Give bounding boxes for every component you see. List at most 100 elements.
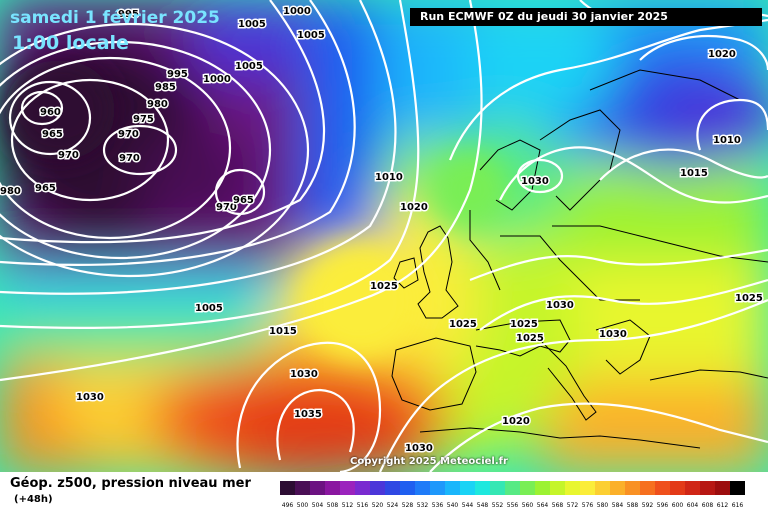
- scale-swatch: [580, 481, 595, 495]
- scale-label: 556: [507, 502, 519, 509]
- scale-label: 600: [672, 502, 684, 509]
- scale-swatch: [610, 481, 625, 495]
- pressure-label: 1020: [502, 416, 530, 427]
- scale-swatch: [595, 481, 610, 495]
- scale-label: 548: [477, 502, 489, 509]
- scale-label: 496: [282, 502, 294, 509]
- pressure-label: 1020: [708, 49, 736, 60]
- geopotential-field: [0, 0, 768, 472]
- lead-time: (+48h): [14, 494, 53, 505]
- pressure-label: 1030: [546, 300, 574, 311]
- pressure-label: 1030: [599, 329, 627, 340]
- copyright-notice: Copyright 2025 Meteociel.fr: [350, 456, 508, 467]
- scale-swatch: [355, 481, 370, 495]
- scale-label: 512: [342, 502, 354, 509]
- scale-swatch: [370, 481, 385, 495]
- scale-swatch: [520, 481, 535, 495]
- chart-title: Géop. z500, pression niveau mer: [10, 476, 251, 491]
- scale-swatch: [340, 481, 355, 495]
- scale-swatch: [490, 481, 505, 495]
- scale-swatch: [625, 481, 640, 495]
- scale-label: 524: [387, 502, 399, 509]
- pressure-label: 1010: [375, 172, 403, 183]
- scale-label: 500: [297, 502, 309, 509]
- pressure-label: 960: [40, 107, 61, 118]
- pressure-label: 965: [233, 195, 254, 206]
- scale-swatch: [475, 481, 490, 495]
- isobars: [0, 0, 768, 472]
- pressure-label: 995: [167, 69, 188, 80]
- pressure-label: 1025: [370, 281, 398, 292]
- scale-label: 552: [492, 502, 504, 509]
- scale-label: 596: [657, 502, 669, 509]
- scale-label: 608: [702, 502, 714, 509]
- scale-swatch: [445, 481, 460, 495]
- scale-swatch: [730, 481, 745, 495]
- scale-swatch: [670, 481, 685, 495]
- pressure-label: 995: [118, 9, 139, 20]
- scale-label: 540: [447, 502, 459, 509]
- pressure-label: 1030: [76, 392, 104, 403]
- scale-swatch: [400, 481, 415, 495]
- pressure-label: 1000: [203, 74, 231, 85]
- scale-swatch: [415, 481, 430, 495]
- scale-label: 544: [462, 502, 474, 509]
- scale-label: 604: [687, 502, 699, 509]
- scale-label: 536: [432, 502, 444, 509]
- scale-swatch: [715, 481, 730, 495]
- pressure-label: 1005: [297, 30, 325, 41]
- forecast-date: samedi 1 février 2025: [10, 8, 220, 28]
- pressure-labels: 995 1005 1000 1005 1000 1005 995 985 980…: [0, 5, 764, 456]
- scale-label: 588: [627, 502, 639, 509]
- scale-swatch: [685, 481, 700, 495]
- scale-label: 520: [372, 502, 384, 509]
- scale-label: 508: [327, 502, 339, 509]
- pressure-label: 1030: [521, 176, 549, 187]
- scale-swatch: [505, 481, 520, 495]
- scale-label: 576: [582, 502, 594, 509]
- pressure-label: 1030: [405, 443, 433, 454]
- scale-swatch: [430, 481, 445, 495]
- pressure-label: 1025: [449, 319, 477, 330]
- pressure-label: 980: [0, 186, 21, 197]
- model-run-banner: Run ECMWF 0Z du jeudi 30 janvier 2025: [410, 8, 762, 26]
- pressure-label: 1025: [516, 333, 544, 344]
- scale-label: 564: [537, 502, 549, 509]
- scale-swatch: [640, 481, 655, 495]
- scale-label: 584: [612, 502, 624, 509]
- scale-label: 528: [402, 502, 414, 509]
- pressure-label: 1030: [290, 369, 318, 380]
- scale-swatch: [535, 481, 550, 495]
- pressure-label: 975: [133, 114, 154, 125]
- pressure-label: 1010: [713, 135, 741, 146]
- scale-label: 568: [552, 502, 564, 509]
- scale-swatch: [565, 481, 580, 495]
- scale-label: 572: [567, 502, 579, 509]
- pressure-label: 1035: [294, 409, 322, 420]
- scale-swatch: [460, 481, 475, 495]
- scale-swatch: [385, 481, 400, 495]
- scale-swatch: [700, 481, 715, 495]
- pressure-label: 1015: [269, 326, 297, 337]
- scale-label: 504: [312, 502, 324, 509]
- pressure-label: 1005: [238, 19, 266, 30]
- pressure-label: 1015: [680, 168, 708, 179]
- pressure-label: 970: [119, 153, 140, 164]
- scale-swatch: [655, 481, 670, 495]
- pressure-label: 985: [155, 82, 176, 93]
- pressure-label: 965: [35, 183, 56, 194]
- pressure-label: 1005: [195, 303, 223, 314]
- scale-swatch: [310, 481, 325, 495]
- scale-label: 616: [732, 502, 744, 509]
- scale-swatch: [280, 481, 295, 495]
- pressure-label: 970: [118, 129, 139, 140]
- scale-label: 560: [522, 502, 534, 509]
- scale-label: 532: [417, 502, 429, 509]
- scale-label: 516: [357, 502, 369, 509]
- pressure-label: 1005: [235, 61, 263, 72]
- forecast-local-time: 1:00 locale: [12, 32, 129, 54]
- scale-label: 592: [642, 502, 654, 509]
- pressure-label: 1000: [283, 6, 311, 17]
- pressure-label: 1025: [510, 319, 538, 330]
- pressure-label: 1025: [735, 293, 763, 304]
